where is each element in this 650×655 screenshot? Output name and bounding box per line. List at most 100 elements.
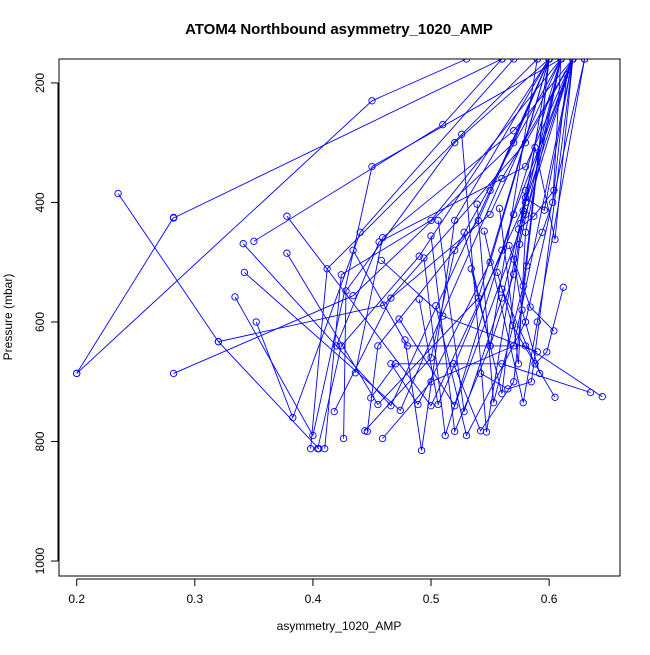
data-point-41-4 bbox=[580, 59, 589, 63]
data-point-29-1 bbox=[401, 336, 409, 344]
series-layer bbox=[73, 59, 606, 455]
data-point-40-3 bbox=[527, 378, 536, 386]
data-point-40-2 bbox=[504, 385, 512, 393]
data-point-8-1 bbox=[239, 240, 247, 248]
x-axis-label: asymmetry_1020_AMP bbox=[277, 619, 402, 633]
data-point-49-4 bbox=[569, 59, 577, 63]
data-point-20-3 bbox=[510, 127, 518, 135]
data-point-10-1 bbox=[250, 237, 258, 245]
series-line-42 bbox=[496, 272, 556, 398]
x-tick-label: 0.6 bbox=[541, 592, 558, 606]
series-line-43 bbox=[499, 59, 562, 364]
data-point-44-4 bbox=[559, 283, 567, 291]
x-tick-label: 0.5 bbox=[423, 592, 440, 606]
data-point-33-2 bbox=[462, 431, 471, 440]
y-tick-label: 800 bbox=[33, 431, 47, 451]
data-point-15-1 bbox=[314, 445, 322, 453]
series-line-25 bbox=[382, 59, 574, 439]
x-tick-label: 0.3 bbox=[186, 592, 203, 606]
series-line-27 bbox=[390, 59, 550, 406]
series-line-24 bbox=[370, 363, 591, 399]
series-line-50 bbox=[526, 59, 562, 266]
series-line-44 bbox=[501, 287, 564, 365]
data-point-31-3 bbox=[510, 210, 518, 219]
data-point-16-1 bbox=[321, 445, 329, 453]
data-point-20-2 bbox=[378, 234, 387, 242]
data-point-13-2 bbox=[374, 400, 382, 409]
data-point-30-1 bbox=[415, 295, 423, 303]
series-line-36 bbox=[461, 59, 574, 433]
data-point-31-2 bbox=[441, 431, 449, 440]
data-point-41-3 bbox=[533, 318, 541, 326]
data-point-15-3 bbox=[415, 252, 423, 260]
data-point-48-1 bbox=[517, 219, 525, 228]
data-point-5-2 bbox=[349, 292, 357, 300]
series-line-39 bbox=[476, 59, 550, 403]
data-point-10-3 bbox=[498, 59, 506, 63]
data-point-10-2 bbox=[439, 121, 447, 129]
data-point-38-1 bbox=[467, 265, 475, 273]
y-axis-label: Pressure (mbar) bbox=[1, 274, 15, 361]
data-point-29-2 bbox=[417, 446, 426, 455]
data-point-41-1 bbox=[480, 227, 488, 235]
data-point-18-3 bbox=[521, 162, 530, 171]
data-point-32-2 bbox=[451, 427, 459, 436]
data-point-32-4 bbox=[533, 59, 541, 63]
data-point-21-2 bbox=[403, 342, 412, 350]
series-line-26 bbox=[381, 260, 538, 353]
data-point-15-2 bbox=[337, 342, 345, 350]
data-point-49-2 bbox=[531, 143, 539, 152]
series-line-33 bbox=[435, 59, 586, 437]
data-point-26-1 bbox=[377, 256, 386, 265]
series-line-9 bbox=[244, 59, 574, 412]
data-point-26-2 bbox=[439, 312, 447, 320]
data-point-45-1 bbox=[505, 241, 513, 250]
series-line-14 bbox=[310, 59, 538, 449]
series-line-4 bbox=[173, 59, 503, 219]
data-point-46-2 bbox=[518, 306, 526, 314]
x-tick-label: 0.4 bbox=[305, 592, 322, 606]
data-point-44-3 bbox=[543, 348, 551, 356]
data-point-38-3 bbox=[515, 240, 524, 248]
data-point-14-2 bbox=[323, 265, 331, 273]
y-axis: 200 400 600 800 1000 bbox=[33, 73, 59, 574]
data-point-47-2 bbox=[530, 212, 538, 220]
data-point-37-2 bbox=[486, 342, 494, 350]
data-point-50-3 bbox=[549, 198, 557, 207]
data-point-16-3 bbox=[427, 216, 435, 225]
data-point-45-2 bbox=[526, 303, 534, 311]
series-line-34 bbox=[437, 59, 562, 412]
data-point-46-3 bbox=[536, 369, 544, 378]
data-point-50-1 bbox=[523, 262, 531, 270]
data-point-18-1 bbox=[332, 342, 341, 350]
data-point-1-3 bbox=[462, 59, 471, 63]
data-point-19-1 bbox=[339, 434, 348, 443]
series-line-11 bbox=[255, 59, 515, 419]
series-line-10 bbox=[253, 59, 503, 242]
data-point-34-2 bbox=[460, 407, 468, 416]
plot-frame bbox=[58, 58, 621, 577]
data-point-11-1 bbox=[252, 318, 260, 326]
data-point-38-2 bbox=[498, 390, 506, 398]
data-point-34-3 bbox=[498, 294, 506, 302]
x-tick-label: 0.2 bbox=[68, 592, 85, 606]
data-point-36-1 bbox=[458, 130, 466, 138]
data-point-45-3 bbox=[550, 327, 558, 335]
data-point-50-2 bbox=[538, 228, 546, 236]
data-point-33-1 bbox=[432, 302, 440, 310]
data-point-9-1 bbox=[240, 268, 249, 277]
series-line-1 bbox=[76, 59, 467, 374]
data-point-5-1 bbox=[169, 369, 178, 378]
data-point-13-1 bbox=[283, 249, 291, 257]
data-point-42-1 bbox=[493, 268, 501, 277]
data-point-3-2 bbox=[73, 369, 81, 378]
data-point-4-1 bbox=[169, 214, 178, 222]
data-point-44-1 bbox=[498, 285, 506, 293]
data-point-42-4 bbox=[551, 393, 559, 401]
series-line-19 bbox=[343, 59, 550, 439]
series-line-16 bbox=[324, 59, 562, 449]
series-line-45 bbox=[508, 245, 555, 332]
data-point-42-2 bbox=[508, 321, 517, 330]
